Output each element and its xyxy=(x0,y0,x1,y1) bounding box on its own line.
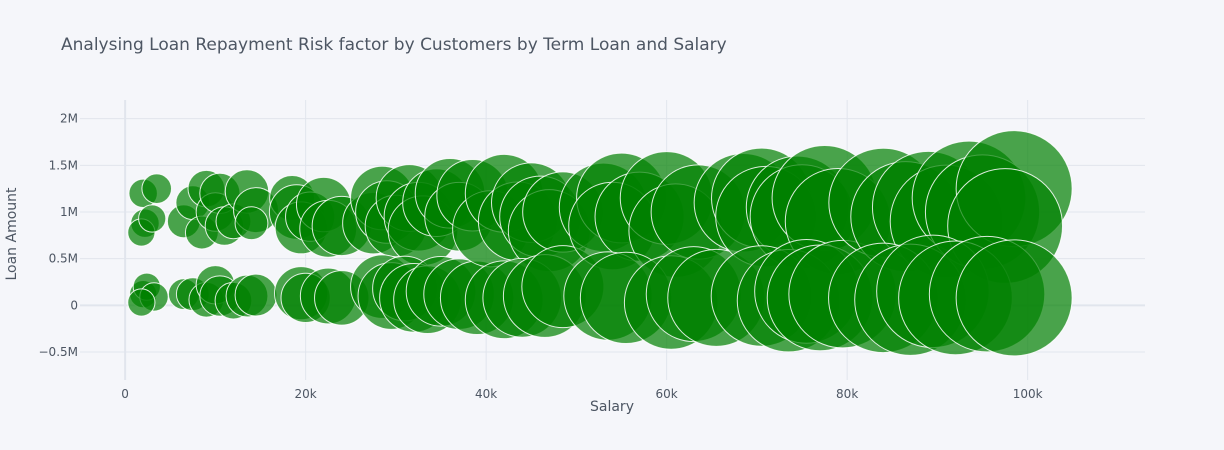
x-tick-label: 20k xyxy=(295,387,317,401)
x-tick-label: 60k xyxy=(656,387,678,401)
y-tick-label: 1.5M xyxy=(49,158,78,172)
bubble-layer xyxy=(127,130,1073,357)
bubble-point[interactable] xyxy=(141,173,173,204)
bubble-point[interactable] xyxy=(234,273,278,317)
y-tick-label: 1M xyxy=(60,205,78,219)
chart-title: Analysing Loan Repayment Risk factor by … xyxy=(61,35,727,55)
bubble-point[interactable] xyxy=(127,288,156,317)
x-tick-label: 80k xyxy=(836,387,858,401)
tick-layer: 0 20k 40k 60k 80k 100k −0.5M 0 0.5M 1M 1.5M 2M xyxy=(39,112,1043,401)
bubble-point[interactable] xyxy=(138,204,167,233)
bubble-point[interactable] xyxy=(234,206,269,241)
bubble-point[interactable] xyxy=(955,239,1073,357)
x-tick-label: 100k xyxy=(1013,387,1043,401)
x-tick-label: 40k xyxy=(475,387,497,401)
x-axis-title: Salary xyxy=(590,399,634,415)
y-tick-label: 0.5M xyxy=(49,252,78,266)
x-tick-label: 0 xyxy=(121,387,129,401)
y-tick-label: 2M xyxy=(60,112,78,126)
y-tick-label: −0.5M xyxy=(39,345,79,359)
y-axis-title: Loan Amount xyxy=(4,187,20,281)
y-tick-label: 0 xyxy=(70,298,78,312)
